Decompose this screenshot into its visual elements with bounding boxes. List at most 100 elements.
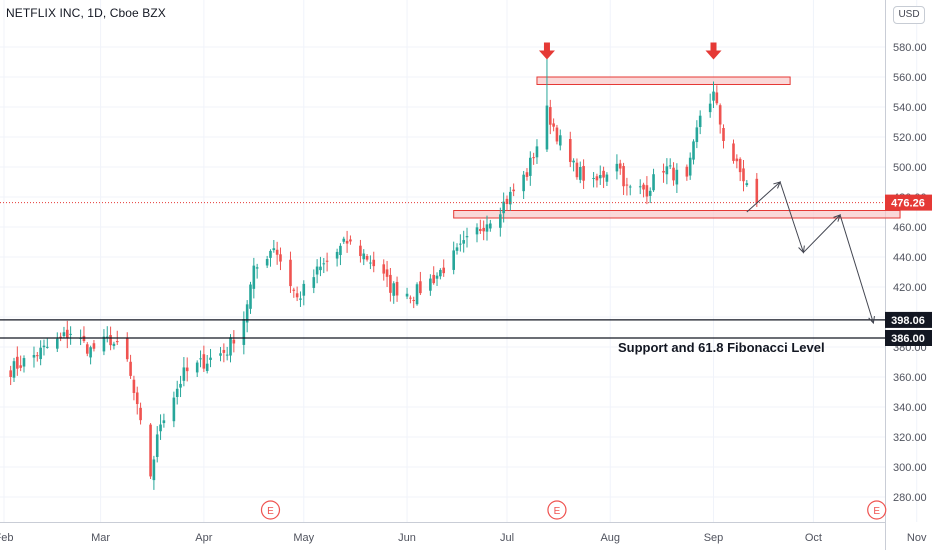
candle [475, 223, 479, 243]
candle-body [65, 329, 69, 339]
candle [362, 249, 366, 266]
candle-body [185, 367, 189, 372]
candle [459, 234, 462, 252]
candle [435, 272, 439, 286]
candle-body [162, 420, 166, 424]
candle-body [219, 353, 222, 356]
candle-body [439, 269, 442, 277]
candle [555, 124, 559, 145]
candle-body [339, 245, 342, 256]
candle-body [132, 379, 136, 393]
candle [365, 254, 369, 262]
candle [592, 172, 595, 188]
x-tick-label: Mar [91, 532, 110, 544]
candle-body [319, 266, 322, 271]
candle-body [395, 281, 399, 296]
candle [269, 249, 272, 267]
candle [19, 355, 22, 372]
candle [429, 274, 432, 296]
candle [668, 158, 672, 169]
candle [92, 340, 96, 352]
y-axis: 280.00300.00320.00340.00360.00380.00400.… [893, 42, 927, 504]
candle-body [135, 392, 139, 405]
projection-arrowhead [798, 245, 805, 254]
candle [209, 348, 212, 368]
candle-body [12, 361, 16, 378]
y-tick-label: 360.00 [893, 372, 927, 384]
candle [299, 291, 302, 307]
candle [525, 168, 529, 181]
candle-body [19, 365, 22, 368]
candle-body [485, 224, 489, 232]
candle [622, 162, 625, 196]
candle-body [232, 339, 236, 344]
candle [395, 276, 399, 302]
candle-body [322, 263, 326, 265]
candle-body [105, 336, 109, 338]
candle-body [522, 174, 525, 192]
level-tag-398-06: 398.06 [885, 311, 932, 328]
candle-body [89, 347, 92, 358]
candle [345, 230, 349, 253]
candle [315, 259, 319, 284]
candle [69, 326, 72, 345]
candle [312, 269, 316, 294]
candle-body [62, 332, 66, 337]
y-tick-label: 320.00 [893, 432, 927, 444]
candle [272, 239, 276, 253]
level-tag-box [885, 311, 932, 328]
projection-arrowhead [833, 214, 841, 222]
candle-body [465, 236, 469, 238]
candle [339, 243, 342, 266]
candle [42, 339, 46, 356]
candle-body [22, 358, 26, 367]
candle-body [9, 370, 12, 377]
candle-body [249, 284, 252, 309]
candle [415, 282, 419, 306]
candle-body [505, 198, 509, 205]
candle [712, 81, 715, 108]
candle [302, 280, 306, 306]
currency-button[interactable]: USD [893, 6, 925, 24]
candle-body [479, 228, 482, 232]
candle-body [692, 141, 695, 160]
candle-body [195, 362, 199, 373]
candle-body [39, 347, 42, 360]
candle-body [172, 397, 176, 422]
candle-body [245, 304, 249, 323]
candle-body [385, 269, 389, 277]
candle-body [199, 358, 202, 360]
candle [102, 329, 106, 356]
candle-body [225, 354, 229, 356]
candle [638, 179, 642, 195]
candle [455, 243, 459, 255]
candle-body [525, 172, 529, 177]
x-tick-label: Feb [0, 532, 13, 544]
x-tick-label: May [293, 532, 314, 544]
candle [55, 332, 59, 352]
candle [175, 380, 179, 405]
candle [319, 256, 322, 277]
candle-body [598, 175, 602, 179]
level-tag-box [885, 330, 932, 346]
y-tick-label: 500.00 [893, 162, 927, 174]
candle-body [102, 336, 106, 352]
candle [225, 346, 229, 361]
candle-body [558, 135, 562, 146]
candle-body [372, 259, 376, 267]
candle [642, 182, 645, 198]
candle-body [489, 223, 492, 229]
candle [9, 365, 12, 386]
candle [439, 268, 442, 280]
candle-body [335, 251, 339, 259]
candle-body [582, 166, 585, 181]
candle-body [435, 275, 439, 279]
candle [568, 131, 572, 168]
candle-body [602, 170, 605, 178]
candle [275, 241, 279, 265]
candle [552, 118, 555, 132]
candle-body [548, 107, 552, 125]
candle [462, 230, 465, 253]
